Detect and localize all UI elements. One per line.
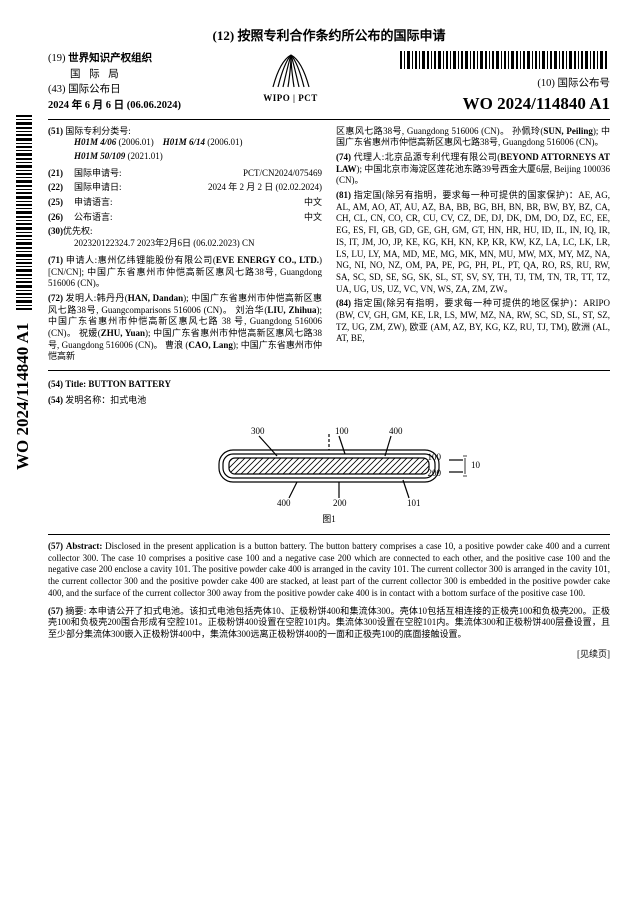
abstract-zh-label: 摘要: <box>65 606 86 616</box>
designated-states: (除另有指明，要求每一种可提供的国家保护)：AE, AG, AL, AM, AO… <box>336 190 610 294</box>
abstract-en: (57) Abstract: Disclosed in the present … <box>48 541 610 599</box>
ref-200b: 200 <box>428 468 442 478</box>
biblio-columns: (51) 国际专利分类号: H01M 4/06 (2006.01) H01M 6… <box>48 126 610 366</box>
ipc-ver: (2021.01) <box>128 151 163 161</box>
title-zh: 扣式电池 <box>110 395 146 405</box>
right-column: 区惠风七路38号, Guangdong 516006 (CN)。 孙佩玲(SUN… <box>336 126 610 366</box>
spine-barcode-icon <box>16 110 32 310</box>
title-en: BUTTON BATTERY <box>88 379 171 389</box>
inventors-cont: 区惠风七路38号, Guangdong 516006 (CN)。 孙佩玲(SUN… <box>336 126 610 149</box>
abstract-en-label: Abstract: <box>66 541 103 551</box>
priority-val: 202320122324.7 2023年2月6日 (06.02.2023) CN <box>74 238 322 250</box>
field-26: (26)公布语言:中文 <box>48 212 322 224</box>
field-num: (51) <box>48 126 63 136</box>
ref-200: 200 <box>333 498 347 508</box>
ref-300: 300 <box>251 426 265 436</box>
field-84: (84) 指定国(除另有指明，要求每一种可提供的地区保护)：ARIPO (BW,… <box>336 298 610 345</box>
ipc-code: H01M 50/109 <box>74 151 125 161</box>
abstract-zh-text: 本申请公开了扣式电池。该扣式电池包括壳体10、正极粉饼400和集流体300。壳体… <box>48 606 610 639</box>
field-30: (30)优先权: 202320122324.7 2023年2月6日 (06.02… <box>48 226 322 249</box>
pubno-label: 国际公布号 <box>558 78 611 89</box>
pubdate-num: (43) <box>48 84 66 95</box>
header-right: (10) 国际公布号 WO 2024/114840 A1 <box>400 51 610 115</box>
main-title: (12) 按照专利合作条约所公布的国际申请 <box>48 28 610 45</box>
field-74: (74) 代理人:北京品源专利代理有限公司(BEYOND ATTORNEYS A… <box>336 152 610 187</box>
ipc-ver: (2006.01) <box>119 137 154 147</box>
ref-400: 400 <box>389 426 403 436</box>
header-row: (19) 世界知识产权组织 国 际 局 (43) 国际公布日 2024 年 6 … <box>48 51 610 115</box>
pubdate-label: 国际公布日 <box>68 84 121 95</box>
header-left: (19) 世界知识产权组织 国 际 局 (43) 国际公布日 2024 年 6 … <box>48 51 181 114</box>
field-81: (81) 指定国(除另有指明，要求每一种可提供的国家保护)：AE, AG, AL… <box>336 190 610 295</box>
figure-caption: 图1 <box>48 514 610 526</box>
divider <box>48 119 610 120</box>
abstract-en-text: Disclosed in the present application is … <box>48 541 610 598</box>
pubno-num: (10) <box>537 78 555 89</box>
field-25: (25)申请语言:中文 <box>48 197 322 209</box>
battery-diagram-icon: 300 100 400 10 100 200 101 200 400 <box>169 420 489 510</box>
divider <box>48 534 610 535</box>
ref-100: 100 <box>335 426 349 436</box>
spine: WO 2024/114840 A1 <box>12 70 34 470</box>
continued-marker: [见续页] <box>48 649 610 661</box>
title-zh-label: 发明名称： <box>65 395 110 405</box>
field-71: (71) 申请人:惠州亿纬锂能股份有限公司(EVE ENERGY CO., LT… <box>48 255 322 290</box>
ref-400b: 400 <box>277 498 291 508</box>
abstract-zh: (57) 摘要: 本申请公开了扣式电池。该扣式电池包括壳体10、正极粉饼400和… <box>48 606 610 641</box>
spine-text: WO 2024/114840 A1 <box>13 323 32 470</box>
barcode-icon <box>400 51 610 69</box>
ipc-code: H01M 4/06 <box>74 137 116 147</box>
publication-number: WO 2024/114840 A1 <box>400 93 610 115</box>
ref-10: 10 <box>471 460 481 470</box>
divider <box>48 370 610 371</box>
ipc-code: H01M 6/14 <box>163 137 205 147</box>
wipo-logo-icon <box>268 51 314 91</box>
ipc-block: (51) 国际专利分类号: H01M 4/06 (2006.01) H01M 6… <box>48 126 322 163</box>
ipc-ver: (2006.01) <box>207 137 242 147</box>
title-en-label: Title: <box>65 379 86 389</box>
figure: 300 100 400 10 100 200 101 200 400 图1 <box>48 420 610 526</box>
wipo-text: WIPO | PCT <box>256 93 326 105</box>
title-section: (54) Title: BUTTON BATTERY (54) 发明名称：扣式电… <box>48 379 610 406</box>
bureau: 国 际 局 <box>48 67 181 83</box>
field-72: (72) 发明人:韩丹丹(HAN, Dandan); 中国广东省惠州市仲恺高新区… <box>48 293 322 363</box>
inventors-text: 韩丹丹(HAN, Dandan); 中国广东省惠州市仲恺高新区惠风七路38号, … <box>48 293 322 361</box>
pubdate: 2024 年 6 月 6 日 (06.06.2024) <box>48 98 181 114</box>
org-num: (19) <box>48 53 66 64</box>
page: (12) 按照专利合作条约所公布的国际申请 (19) 世界知识产权组织 国 际 … <box>0 0 640 905</box>
header-center: WIPO | PCT <box>256 51 326 105</box>
ref-101: 101 <box>407 498 421 508</box>
org-name: 世界知识产权组织 <box>68 53 152 64</box>
left-column: (51) 国际专利分类号: H01M 4/06 (2006.01) H01M 6… <box>48 126 322 366</box>
field-21: (21)国际申请号:PCT/CN2024/075469 <box>48 168 322 180</box>
field-22: (22)国际申请日:2024 年 2 月 2 日 (02.02.2024) <box>48 182 322 194</box>
ref-100b: 100 <box>428 452 442 462</box>
field-label: 国际专利分类号: <box>65 126 131 136</box>
